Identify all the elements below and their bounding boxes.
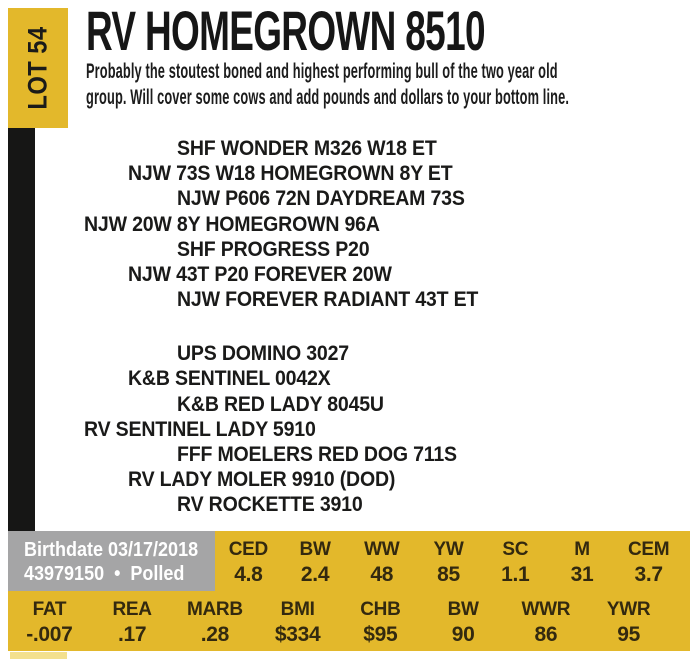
pedigree-line: NJW FOREVER RADIANT 43T ET	[177, 288, 479, 311]
epd-label: MARB	[186, 599, 243, 620]
epd-label: SC	[502, 539, 529, 560]
epd-cell-rea: REA .17	[91, 591, 174, 651]
epd-value: .28	[200, 623, 230, 646]
epd-value: 2.4	[300, 563, 330, 586]
epd-label: REA	[112, 599, 153, 620]
epd-value: .17	[117, 623, 147, 646]
registration-text: 43979150 • Polled	[24, 563, 185, 585]
epd-table: Birthdate 03/17/2018 43979150 • Polled C…	[8, 531, 690, 651]
pedigree-line: UPS DOMINO 3027	[177, 342, 349, 365]
epd-value: 95	[617, 623, 640, 646]
epd-cell-sc: SC 1.1	[482, 531, 549, 591]
epd-cell-ywr: YWR 95	[587, 591, 670, 651]
description-line-1: Probably the stoutest boned and highest …	[86, 60, 558, 83]
epd-value: 3.7	[634, 563, 664, 586]
epd-label: FAT	[32, 599, 67, 620]
pedigree-line: NJW 73S W18 HOMEGROWN 8Y ET	[128, 162, 453, 185]
epd-value: 48	[370, 563, 394, 586]
epd-value: $334	[274, 623, 321, 646]
epd-label: YWR	[606, 599, 651, 620]
epd-label: WW	[364, 539, 400, 560]
epd-cell-bw: BW 2.4	[282, 531, 349, 591]
epd-row-1: CED 4.8 BW 2.4 WW 48 YW 85 SC 1.1 M 31	[215, 531, 690, 591]
animal-title-text: RV HOMEGROWN 8510	[86, 0, 486, 62]
pedigree-line: FFF MOELERS RED DOG 711S	[177, 443, 457, 466]
lot-number-tab: LOT 54	[8, 8, 68, 128]
pedigree-line: SHF WONDER M326 W18 ET	[177, 137, 437, 160]
epd-label: CHB	[360, 599, 401, 620]
epd-value: 4.8	[234, 563, 263, 586]
left-rule-bar	[8, 128, 35, 531]
epd-label: BMI	[280, 599, 315, 620]
pedigree-line: SHF PROGRESS P20	[177, 238, 370, 261]
epd-label: CEM	[628, 539, 670, 560]
pedigree-line: RV LADY MOLER 9910 (DOD)	[128, 468, 396, 491]
epd-cell-fat: FAT -.007	[8, 591, 91, 651]
next-lot-tab-edge	[10, 652, 67, 659]
epd-label: BW	[447, 599, 479, 620]
epd-cell-bw2: BW 90	[422, 591, 505, 651]
sale-description: Probably the stoutest boned and highest …	[86, 59, 695, 111]
lot-number-label: LOT 54	[22, 26, 53, 110]
epd-label: YW	[433, 539, 464, 560]
epd-label: BW	[299, 539, 331, 560]
epd-label: CED	[228, 539, 269, 560]
epd-value: 90	[451, 623, 475, 646]
epd-cell-cem: CEM 3.7	[615, 531, 682, 591]
epd-cell-wwr: WWR 86	[505, 591, 588, 651]
birthdate-registration-box: Birthdate 03/17/2018 43979150 • Polled	[8, 531, 215, 591]
epd-label: WWR	[521, 599, 571, 620]
birthdate-text: Birthdate 03/17/2018	[24, 539, 199, 561]
pedigree-line-dam: RV SENTINEL LADY 5910	[84, 418, 316, 441]
pedigree-line-sire: NJW 20W 8Y HOMEGROWN 96A	[84, 213, 380, 236]
epd-value: 86	[534, 623, 558, 646]
pedigree-line: K&B RED LADY 8045U	[177, 393, 384, 416]
pedigree-line: RV ROCKETTE 3910	[177, 493, 363, 516]
epd-value: -.007	[26, 623, 73, 646]
pedigree-line: NJW P606 72N DAYDREAM 73S	[177, 187, 465, 210]
epd-cell-m: M 31	[549, 531, 616, 591]
epd-cell-bmi: BMI $334	[256, 591, 339, 651]
epd-value: 31	[570, 563, 594, 586]
epd-cell-marb: MARB .28	[174, 591, 257, 651]
epd-cell-ced: CED 4.8	[215, 531, 282, 591]
epd-cell-ww: WW 48	[348, 531, 415, 591]
pedigree-line: NJW 43T P20 FOREVER 20W	[128, 263, 392, 286]
epd-row-2: FAT -.007 REA .17 MARB .28 BMI $334 CHB …	[8, 591, 690, 651]
epd-value: $95	[363, 623, 398, 646]
description-line-2: group. Will cover some cows and add poun…	[86, 86, 570, 109]
epd-label: M	[574, 539, 590, 560]
pedigree-line: K&B SENTINEL 0042X	[128, 367, 331, 390]
epd-cell-chb: CHB $95	[339, 591, 422, 651]
epd-cell-yw: YW 85	[415, 531, 482, 591]
animal-title: RV HOMEGROWN 8510	[86, 3, 690, 59]
epd-value: 1.1	[501, 563, 530, 586]
epd-value: 85	[437, 563, 460, 586]
